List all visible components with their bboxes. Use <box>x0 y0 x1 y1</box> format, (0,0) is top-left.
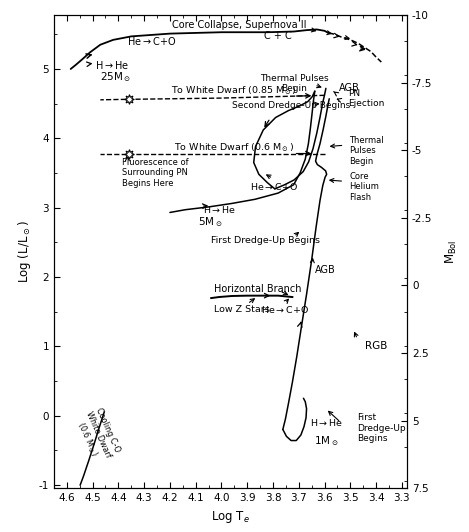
Text: He$\rightarrow$C+O: He$\rightarrow$C+O <box>127 35 177 47</box>
Text: He$\rightarrow$C+O: He$\rightarrow$C+O <box>261 304 309 315</box>
Text: Fluorescence of
Surrounding PN
Begins Here: Fluorescence of Surrounding PN Begins He… <box>122 158 189 188</box>
Text: C + C: C + C <box>265 31 292 40</box>
Text: Cooling C-O
White Dwarf
(0.6 M$_\odot$): Cooling C-O White Dwarf (0.6 M$_\odot$) <box>71 405 122 464</box>
Text: First
Dredge-Up
Begins: First Dredge-Up Begins <box>357 413 405 443</box>
Y-axis label: M$_{\rm Bol}$: M$_{\rm Bol}$ <box>443 239 459 264</box>
Text: To White Dwarf (0.6 M$_\odot$): To White Dwarf (0.6 M$_\odot$) <box>174 141 295 154</box>
Text: H$\rightarrow$He: H$\rightarrow$He <box>310 417 344 428</box>
Text: 25M$_\odot$: 25M$_\odot$ <box>100 70 131 84</box>
Text: 1M$_\odot$: 1M$_\odot$ <box>314 434 339 448</box>
Text: Core Collapse, Supernova II: Core Collapse, Supernova II <box>172 20 307 30</box>
Text: H$\rightarrow$He: H$\rightarrow$He <box>204 204 237 214</box>
Text: Core
Helium
Flash: Core Helium Flash <box>349 172 379 202</box>
Text: To White Dwarf (0.85 M$_\odot$): To White Dwarf (0.85 M$_\odot$) <box>172 85 297 97</box>
Text: Low Z Stars: Low Z Stars <box>214 305 270 314</box>
Y-axis label: Log (L/L$_\odot$): Log (L/L$_\odot$) <box>16 220 33 283</box>
Text: H$\rightarrow$He: H$\rightarrow$He <box>95 59 129 71</box>
Text: Thermal
Pulses
Begin: Thermal Pulses Begin <box>349 136 384 165</box>
Text: First Dredge-Up Begins: First Dredge-Up Begins <box>211 236 320 245</box>
Text: Thermal Pulses
Begin: Thermal Pulses Begin <box>260 74 328 93</box>
X-axis label: Log T$_e$: Log T$_e$ <box>211 509 250 525</box>
Text: Second Dredge-Up Begins: Second Dredge-Up Begins <box>232 101 350 110</box>
Text: He$\rightarrow$C+O: He$\rightarrow$C+O <box>250 181 298 193</box>
Text: RGB: RGB <box>364 341 387 351</box>
Text: Horizontal Branch: Horizontal Branch <box>214 285 301 294</box>
Text: PN
Ejection: PN Ejection <box>348 89 384 109</box>
Text: 5M$_\odot$: 5M$_\odot$ <box>198 215 223 229</box>
Text: AGB: AGB <box>315 265 335 275</box>
Text: AGB: AGB <box>339 84 360 94</box>
